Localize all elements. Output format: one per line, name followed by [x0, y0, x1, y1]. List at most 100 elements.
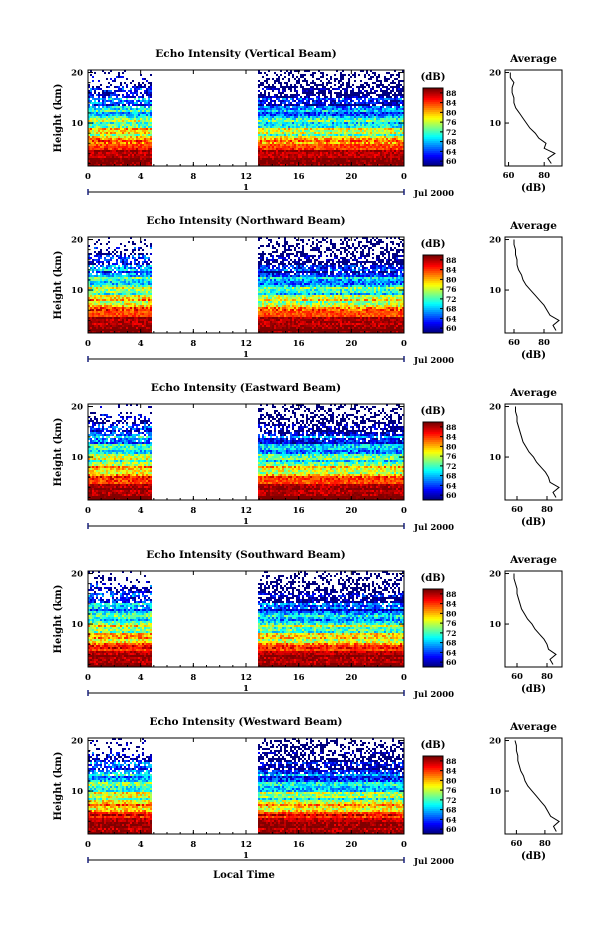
heatmap-cell: [146, 114, 148, 116]
heatmap-cell: [280, 94, 282, 96]
heatmap-cell: [362, 160, 364, 162]
heatmap-cell: [270, 253, 272, 255]
heatmap-cell: [112, 162, 114, 164]
heatmap-cell: [132, 124, 134, 126]
heatmap-cell: [290, 116, 292, 118]
heatmap-cell: [144, 120, 146, 122]
heatmap-cell: [364, 158, 366, 160]
heatmap-cell: [268, 130, 270, 132]
heatmap-cell: [306, 70, 308, 72]
heatmap-cell: [294, 148, 296, 150]
heatmap-cell: [290, 122, 292, 124]
heatmap-cell: [324, 90, 326, 92]
heatmap-cell: [136, 106, 138, 108]
heatmap-cell: [302, 134, 304, 136]
heatmap-cell: [126, 114, 128, 116]
heatmap-cell: [374, 138, 376, 140]
heatmap-cell: [396, 154, 398, 156]
heatmap-cell: [320, 158, 322, 160]
heatmap-cell: [348, 104, 350, 106]
heatmap-cell: [294, 94, 296, 96]
heatmap-cell: [258, 70, 260, 72]
heatmap-cell: [392, 110, 394, 112]
heatmap-cell: [318, 120, 320, 122]
heatmap-cell: [90, 158, 92, 160]
heatmap-cell: [354, 122, 356, 124]
heatmap-cell: [308, 140, 310, 142]
heatmap-cell: [374, 261, 376, 263]
heatmap-cell: [126, 160, 128, 162]
heatmap-cell: [298, 120, 300, 122]
heatmap-cell: [344, 142, 346, 144]
heatmap-cell: [372, 120, 374, 122]
heatmap-cell: [402, 154, 404, 156]
heatmap-cell: [138, 88, 140, 90]
heatmap-cell: [366, 84, 368, 86]
heatmap-cell: [116, 116, 118, 118]
heatmap-cell: [276, 80, 278, 82]
heatmap-cell: [96, 162, 98, 164]
heatmap-cell: [278, 128, 280, 130]
heatmap-cell: [118, 156, 120, 158]
heatmap-cell: [390, 86, 392, 88]
heatmap-cell: [402, 142, 404, 144]
heatmap-cell: [376, 263, 378, 265]
heatmap-cell: [354, 104, 356, 106]
heatmap-cell: [324, 86, 326, 88]
heatmap-cell: [366, 237, 368, 239]
heatmap-cell: [378, 261, 380, 263]
heatmap-cell: [310, 126, 312, 128]
heatmap-cell: [396, 263, 398, 265]
heatmap-cell: [286, 116, 288, 118]
heatmap-cell: [116, 132, 118, 134]
heatmap-cell: [340, 100, 342, 102]
heatmap-cell: [338, 146, 340, 148]
heatmap-cell: [282, 140, 284, 142]
heatmap-cell: [104, 144, 106, 146]
heatmap-cell: [362, 102, 364, 104]
heatmap-cell: [310, 124, 312, 126]
heatmap-cell: [402, 88, 404, 90]
heatmap-cell: [112, 158, 114, 160]
heatmap-cell: [124, 140, 126, 142]
heatmap-cell: [312, 162, 314, 164]
heatmap-cell: [310, 112, 312, 114]
heatmap-cell: [358, 124, 360, 126]
heatmap-cell: [308, 124, 310, 126]
heatmap-cell: [116, 86, 118, 88]
heatmap-cell: [362, 94, 364, 96]
heatmap-cell: [294, 112, 296, 114]
heatmap-cell: [402, 156, 404, 158]
heatmap-cell: [358, 128, 360, 130]
heatmap-cell: [314, 160, 316, 162]
heatmap-cell: [382, 255, 384, 257]
heatmap-cell: [150, 86, 152, 88]
heatmap-cell: [374, 148, 376, 150]
heatmap-cell: [292, 162, 294, 164]
heatmap-cell: [364, 74, 366, 76]
heatmap-cell: [268, 144, 270, 146]
heatmap-cell: [392, 124, 394, 126]
heatmap-cell: [114, 263, 116, 265]
heatmap-cell: [340, 80, 342, 82]
heatmap-cell: [258, 144, 260, 146]
heatmap-cell: [280, 96, 282, 98]
heatmap-cell: [324, 138, 326, 140]
heatmap-cell: [268, 86, 270, 88]
heatmap-cell: [400, 116, 402, 118]
heatmap-cell: [104, 102, 106, 104]
heatmap-cell: [388, 102, 390, 104]
heatmap-cell: [268, 122, 270, 124]
heatmap-cell: [124, 106, 126, 108]
heatmap-cell: [88, 160, 90, 162]
heatmap-cell: [134, 122, 136, 124]
heatmap-cell: [336, 126, 338, 128]
heatmap-cell: [132, 114, 134, 116]
heatmap-cell: [284, 136, 286, 138]
heatmap-cell: [270, 102, 272, 104]
heatmap-cell: [334, 80, 336, 82]
heatmap-cell: [144, 78, 146, 80]
heatmap-cell: [318, 112, 320, 114]
heatmap-cell: [292, 154, 294, 156]
heatmap-cell: [350, 92, 352, 94]
